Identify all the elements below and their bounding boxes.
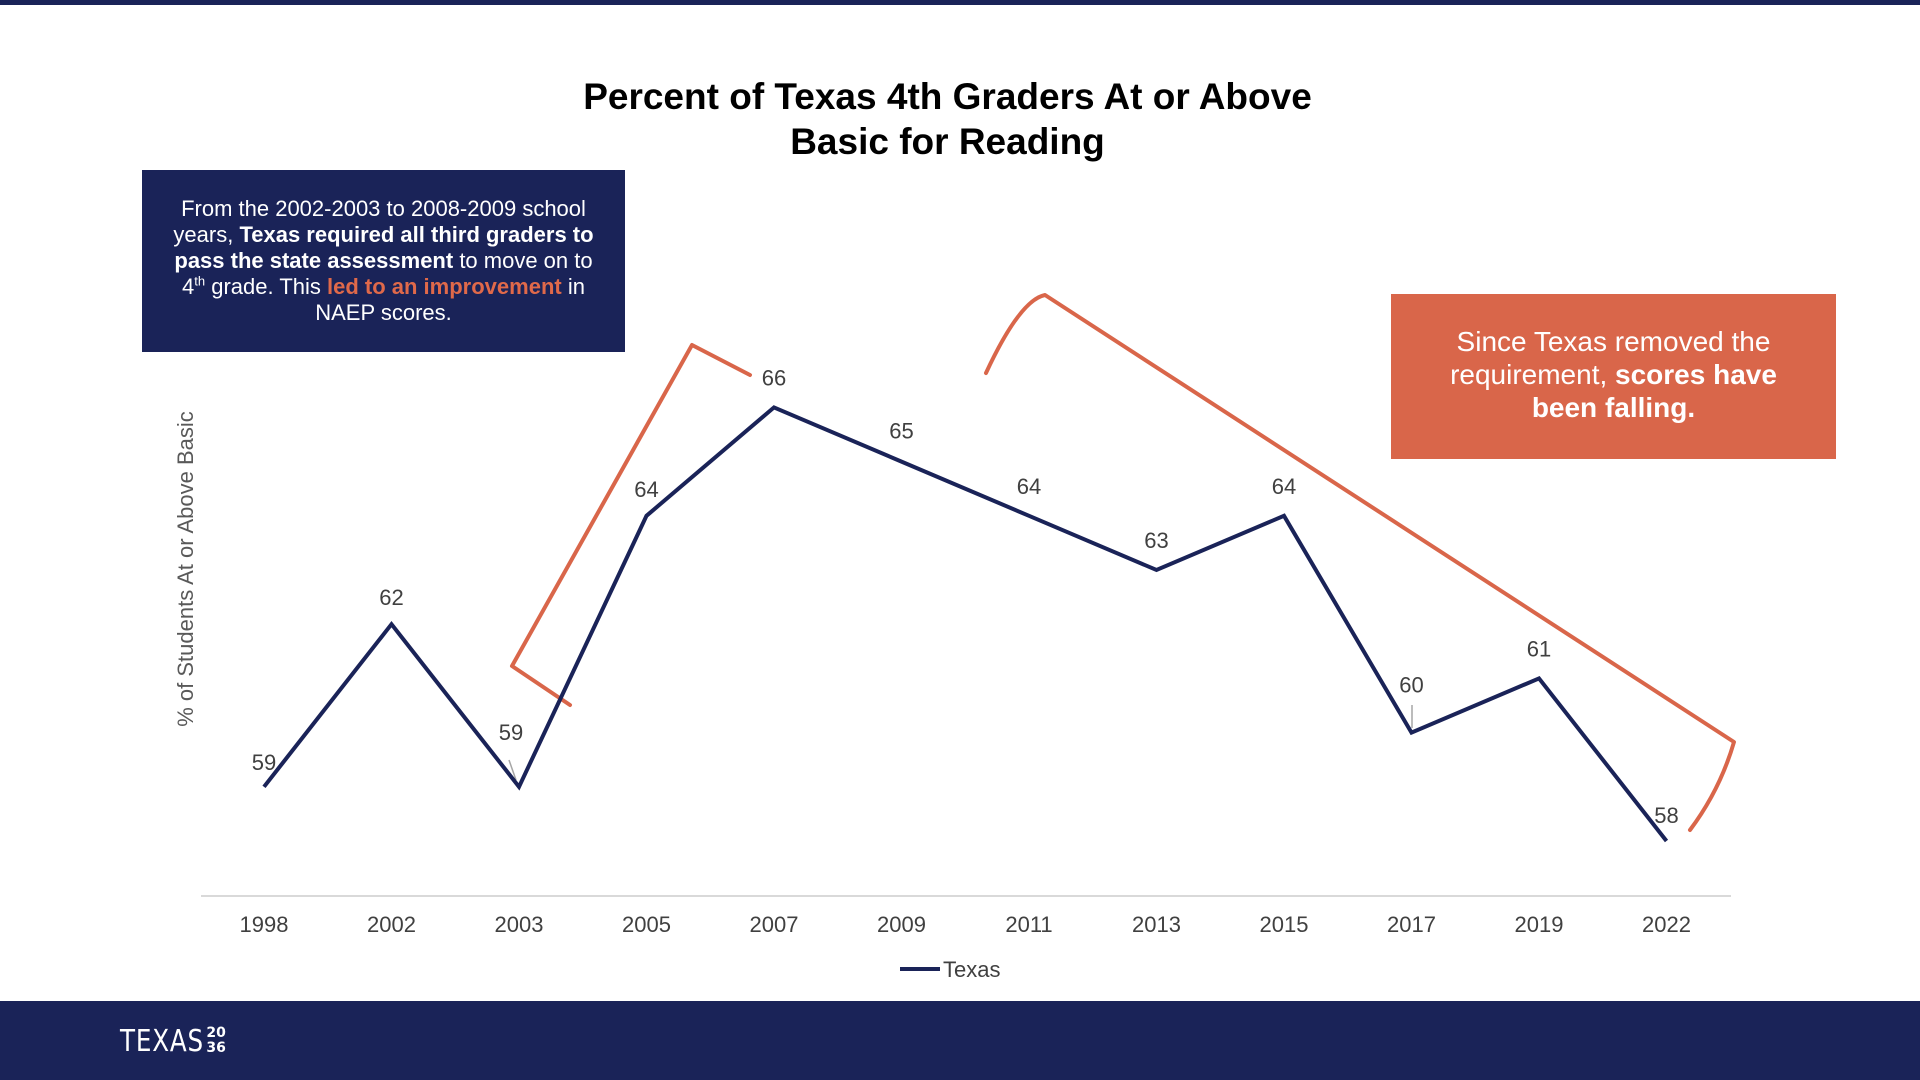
data-labels: 59 62 59 64 66 65 64 63 64 60 61 58 (252, 365, 1679, 828)
data-label-1998: 59 (252, 750, 276, 775)
data-label-2017: 60 (1399, 673, 1423, 698)
x-tick-label-2013: 2013 (1132, 912, 1181, 937)
callout-right-bold: scores have been falling. (1531, 359, 1777, 423)
logo-mark-top: 20 (206, 1025, 226, 1041)
data-label-2015: 64 (1272, 474, 1296, 499)
data-label-2019: 61 (1527, 636, 1551, 661)
callout-left-text-4: in NAEP scores. (315, 274, 585, 325)
x-tick-label-2003: 2003 (495, 912, 544, 937)
logo-wordmark: TEXAS (120, 1023, 204, 1059)
callout-falling: Since Texas removed the requirement, sco… (1391, 294, 1836, 459)
data-label-2003: 59 (499, 720, 523, 745)
x-tick-label-2002: 2002 (367, 912, 416, 937)
data-label-2011: 64 (1017, 474, 1041, 499)
logo-number-mark: 20 36 (206, 1026, 225, 1056)
callout-left-accent: led to an improvement (327, 274, 562, 299)
leader-line-2003 (508, 759, 517, 781)
data-label-2002: 62 (379, 585, 403, 610)
bracket-improvement (510, 343, 752, 707)
legend: Texas (900, 957, 1000, 982)
legend-label-texas: Texas (943, 957, 1000, 982)
data-label-2022: 58 (1654, 803, 1678, 828)
callout-requirement: From the 2002-2003 to 2008-2009 school y… (142, 170, 625, 352)
texas-2036-logo: TEXAS 20 36 (120, 1021, 226, 1061)
data-label-2005: 64 (634, 477, 658, 502)
chart-title: Percent of Texas 4th Graders At or Above… (583, 76, 1312, 162)
top-accent-bar (0, 0, 1920, 5)
x-tick-label-2017: 2017 (1387, 912, 1436, 937)
x-tick-label-2019: 2019 (1515, 912, 1564, 937)
x-tick-label-2009: 2009 (877, 912, 926, 937)
x-tick-label-2007: 2007 (750, 912, 799, 937)
callout-left-text-1: From the 2002-2003 to 2008-2009 school y… (173, 196, 586, 247)
callout-left-bold: Texas required all third graders to pass… (174, 222, 594, 273)
callout-right-text-1: Since Texas removed the requirement, (1450, 326, 1771, 390)
logo-mark-bottom: 36 (206, 1040, 226, 1056)
leader-lines (508, 705, 1413, 781)
line-chart: % of Students At or Above Basic 1998 2002… (173, 293, 1736, 982)
x-tick-label-2005: 2005 (622, 912, 671, 937)
callout-left-sup: th (194, 273, 206, 289)
x-tick-label-2022: 2022 (1642, 912, 1691, 937)
bracket-decline (984, 293, 1736, 832)
callout-left-text-3: grade. This (205, 274, 327, 299)
data-label-2007: 66 (762, 365, 786, 390)
x-tick-label-2015: 2015 (1260, 912, 1309, 937)
data-label-2013: 63 (1144, 528, 1168, 553)
footer-bar: TEXAS 20 36 (0, 1001, 1920, 1080)
x-tick-label-1998: 1998 (240, 912, 289, 937)
y-axis-title: % of Students At or Above Basic (173, 411, 198, 727)
callout-left-text-2: to move on to 4 (182, 248, 593, 299)
x-tick-label-2011: 2011 (1005, 912, 1052, 937)
data-label-2009: 65 (889, 419, 913, 444)
x-tick-labels: 1998 2002 2003 2005 2007 2009 2011 2013 2015 2017… (240, 912, 1691, 937)
series-line-texas (262, 405, 1669, 843)
